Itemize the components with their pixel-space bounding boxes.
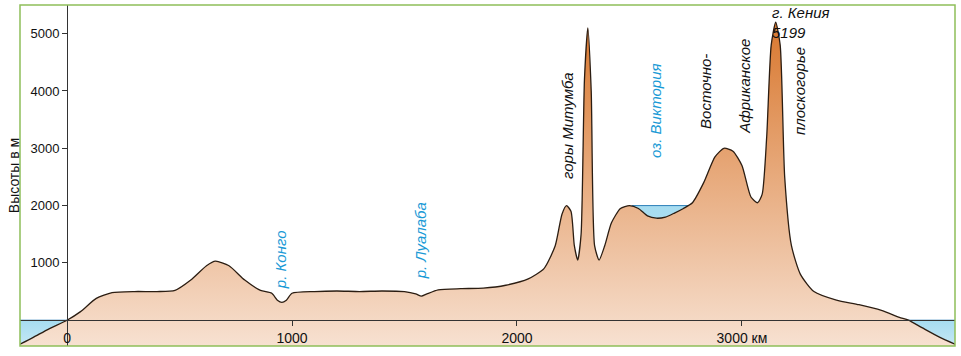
svg-text:5000: 5000 (30, 26, 59, 41)
svg-text:Африканское: Африканское (736, 39, 753, 134)
svg-text:0: 0 (63, 330, 71, 346)
svg-text:1000: 1000 (30, 255, 59, 270)
svg-text:Восточно-: Восточно- (697, 54, 714, 129)
svg-text:горы Митумба: горы Митумба (559, 72, 576, 179)
svg-text:г. Кения5199: г. Кения5199 (772, 4, 830, 41)
svg-text:оз. Виктория: оз. Виктория (647, 63, 664, 157)
svg-text:2000: 2000 (30, 198, 59, 213)
svg-text:р. Луалаба: р. Луалаба (412, 202, 429, 279)
svg-text:Высоты в м: Высоты в м (6, 138, 22, 213)
svg-text:2000: 2000 (501, 330, 532, 346)
svg-text:3000: 3000 (30, 141, 59, 156)
svg-text:р. Конго: р. Конго (272, 231, 289, 290)
svg-text:1000: 1000 (276, 330, 307, 346)
svg-text:плоскогорье: плоскогорье (791, 47, 808, 135)
svg-text:3000 км: 3000 км (717, 330, 768, 346)
svg-text:4000: 4000 (30, 84, 59, 99)
